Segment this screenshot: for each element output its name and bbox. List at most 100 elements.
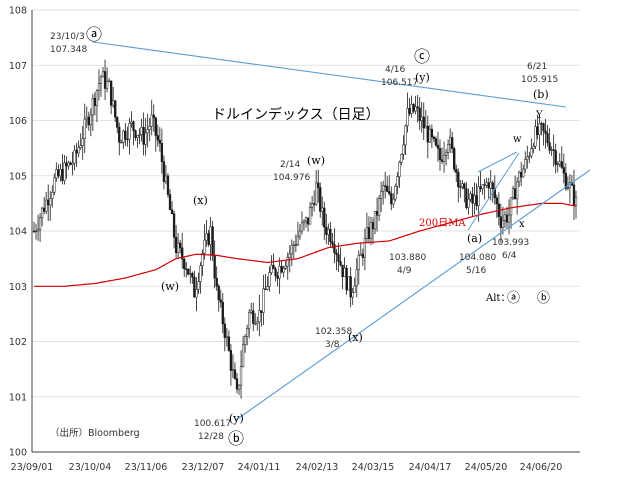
candle-body xyxy=(371,222,375,230)
candle-body xyxy=(158,139,162,144)
candle-body xyxy=(292,244,295,246)
candle-body xyxy=(501,220,505,228)
candle-body xyxy=(357,255,360,271)
candle-body xyxy=(164,175,168,182)
candle-body xyxy=(400,154,403,163)
annotation-5-16-value: 104.080 xyxy=(459,253,496,263)
candle-body xyxy=(528,155,531,158)
candle-body xyxy=(526,156,529,160)
candle-body xyxy=(349,276,352,298)
wave-label-x-small: x xyxy=(519,219,525,230)
candle-body xyxy=(333,244,336,254)
x-tick-label: 23/11/06 xyxy=(125,462,168,473)
candle-body xyxy=(420,116,423,121)
candle-body xyxy=(467,198,470,208)
candlestick-series xyxy=(32,59,578,399)
candle-body xyxy=(540,123,543,125)
candle-body xyxy=(136,135,139,139)
annotation-a-value: 107.348 xyxy=(50,45,87,55)
candle-body xyxy=(152,114,155,119)
wave-label-x-1: (x) xyxy=(193,194,208,207)
candle-body xyxy=(300,222,304,232)
candle-body xyxy=(118,127,121,143)
wave-label-x-2: (x) xyxy=(348,331,363,344)
annotation-w-value: 104.976 xyxy=(273,173,310,183)
candle-body xyxy=(323,207,326,228)
wave-label-w-2: (w) xyxy=(307,154,325,167)
wave-label-a-paren: (a) xyxy=(467,232,482,245)
candle-body xyxy=(241,344,245,367)
candle-body xyxy=(205,233,208,241)
candle-body xyxy=(406,108,409,127)
candle-body xyxy=(321,207,324,212)
candle-body xyxy=(560,161,563,168)
candle-body xyxy=(116,117,119,128)
candle-body xyxy=(520,171,523,178)
candle-body xyxy=(335,252,338,255)
upper-trend-line xyxy=(92,41,567,108)
candle-body xyxy=(394,186,397,200)
x-tick-label: 24/04/17 xyxy=(409,462,452,473)
annotation-4-9-date: 4/9 xyxy=(397,266,412,276)
candle-body xyxy=(329,229,332,242)
candle-body xyxy=(384,185,387,187)
candle-body xyxy=(339,261,342,266)
x-tick-label: 24/05/20 xyxy=(465,462,508,473)
candle-body xyxy=(211,226,214,256)
candle-body xyxy=(487,182,490,189)
candle-body xyxy=(298,230,302,237)
candle-body xyxy=(213,255,216,279)
channel-lower-line xyxy=(467,152,520,231)
candle-body xyxy=(448,137,452,145)
candle-body xyxy=(418,107,421,121)
x-tick-label: 24/03/15 xyxy=(352,462,395,473)
candle-body xyxy=(63,162,66,181)
candle-body xyxy=(146,129,149,134)
candle-body xyxy=(81,138,84,146)
candle-body xyxy=(65,162,68,167)
candle-body xyxy=(95,90,99,106)
candle-body xyxy=(231,369,235,371)
wave-label-y-2: (y) xyxy=(415,71,430,84)
candle-body xyxy=(544,130,547,134)
candle-body xyxy=(511,188,515,199)
candle-body xyxy=(57,169,60,177)
candle-body xyxy=(237,384,241,390)
x-tick-label: 23/10/04 xyxy=(69,462,112,473)
candle-body xyxy=(233,369,237,379)
candle-body xyxy=(473,195,476,204)
candle-body xyxy=(308,207,312,225)
candle-body xyxy=(341,264,344,278)
candle-body xyxy=(542,123,545,132)
candle-body xyxy=(471,193,474,204)
candle-body xyxy=(42,207,46,212)
candle-body xyxy=(132,121,135,131)
wave-label-w-1: (w) xyxy=(161,280,179,293)
candle-body xyxy=(446,144,450,153)
candle-body xyxy=(451,137,454,149)
candle-body xyxy=(103,71,107,89)
candle-body xyxy=(97,83,101,91)
candle-body xyxy=(59,169,62,177)
candle-body xyxy=(55,169,58,179)
x-tick-label: 24/02/13 xyxy=(296,462,339,473)
wave-label-c-circled: ⓒ xyxy=(414,47,430,66)
candle-body xyxy=(71,162,74,165)
candle-body xyxy=(45,199,48,212)
candle-body xyxy=(499,216,503,228)
candle-body xyxy=(130,121,133,124)
candle-body xyxy=(428,128,431,143)
candle-body xyxy=(296,235,300,245)
candle-body xyxy=(114,100,117,118)
candle-body xyxy=(485,182,488,186)
candle-body xyxy=(430,128,434,138)
wave-label-w-small: w xyxy=(513,134,522,145)
candle-body xyxy=(93,97,97,106)
candle-body xyxy=(160,143,164,162)
candle-body xyxy=(266,286,269,290)
candle-body xyxy=(262,288,265,313)
candle-body xyxy=(185,268,188,270)
candle-body xyxy=(258,310,261,323)
candle-body xyxy=(416,106,419,109)
candle-body xyxy=(128,122,131,140)
